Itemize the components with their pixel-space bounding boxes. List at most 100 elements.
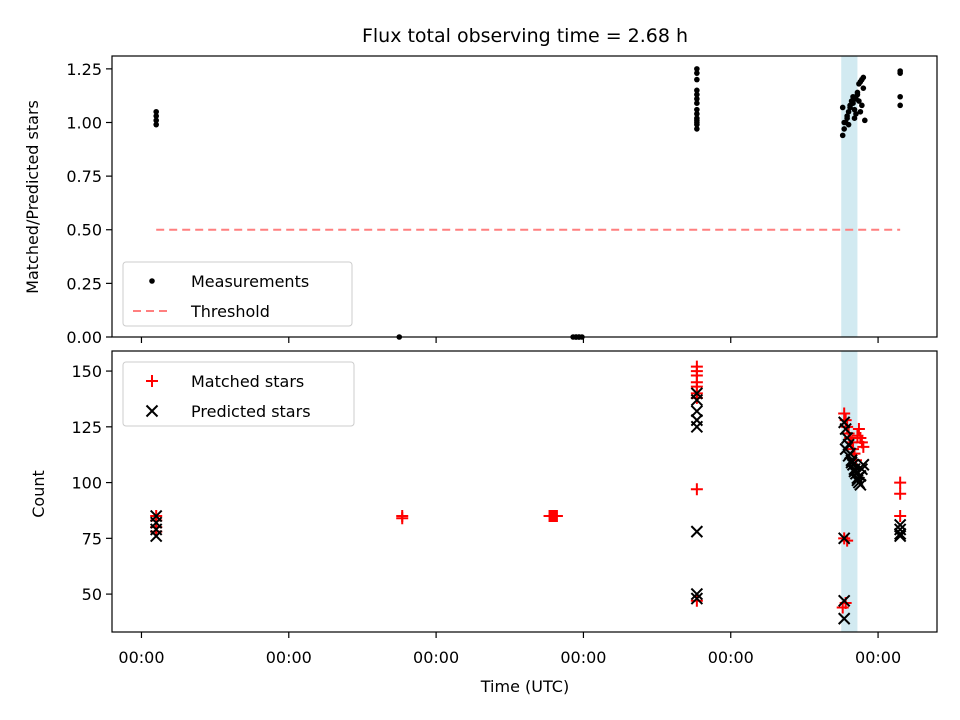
data-point (694, 119, 700, 126)
legend-label: Matched stars (191, 372, 304, 391)
legend-marker (145, 404, 159, 418)
data-point (860, 85, 867, 91)
data-point (893, 527, 907, 541)
x-tick-label: 00:00 (708, 648, 754, 667)
data-point (153, 117, 159, 124)
data-point (854, 478, 867, 492)
y-tick-label: 1.00 (66, 113, 102, 132)
data-point (690, 592, 704, 605)
data-point (857, 440, 870, 453)
data-point (894, 510, 907, 523)
data-point (396, 512, 409, 525)
series-measurements (153, 66, 903, 340)
data-point (690, 405, 704, 418)
data-point (839, 132, 846, 139)
y-tick-label: 0.00 (66, 328, 102, 347)
legend-label: Measurements (191, 272, 309, 291)
data-point (694, 100, 700, 106)
data-point (694, 111, 700, 117)
data-point (837, 594, 851, 607)
x-tick-label: 00:00 (266, 648, 312, 667)
data-point (853, 111, 859, 117)
data-point (862, 117, 868, 124)
top-y-axis-label: Matched/Predicted stars (23, 100, 42, 294)
legend-label: Threshold (190, 302, 270, 321)
legend-marker (149, 278, 155, 284)
y-tick-label: 100 (71, 474, 102, 493)
data-point (153, 121, 159, 128)
data-point (841, 119, 847, 126)
y-tick-label: 150 (71, 362, 102, 381)
y-tick-label: 0.75 (66, 167, 102, 186)
data-point (694, 126, 700, 132)
y-tick-label: 0.50 (66, 221, 102, 240)
data-point (153, 113, 159, 119)
data-point (893, 518, 907, 532)
data-point (149, 529, 163, 543)
data-point (897, 102, 903, 109)
data-point (690, 393, 704, 407)
data-point (837, 612, 851, 625)
x-tick-label: 00:00 (413, 648, 459, 667)
data-point (694, 91, 700, 98)
data-point (694, 87, 700, 94)
data-point (842, 449, 855, 463)
x-tick-label: 00:00 (118, 648, 164, 667)
y-tick-label: 125 (71, 418, 102, 437)
data-point (845, 108, 852, 115)
data-point (852, 423, 865, 436)
top-panel: 0.00 0.25 0.50 0.75 1.00 1.25 Measurements Thre… (66, 55, 938, 347)
chart-title: Flux total observing time = 2.68 h (362, 25, 688, 47)
legend-box (122, 261, 353, 327)
bottom-panel: 50 75 100 125 150 00:00 00:00 00:00 00:00 00:00 00… (71, 350, 938, 667)
data-point (856, 98, 862, 104)
data-point (845, 121, 852, 128)
axes-frame (111, 350, 938, 633)
data-point (690, 525, 704, 538)
series-predicted-stars (149, 387, 907, 625)
data-point (847, 104, 853, 111)
axes-frame (111, 55, 938, 338)
x-axis-label: Time (UTC) (480, 677, 569, 696)
data-point (550, 510, 563, 523)
legend-marker (146, 375, 158, 387)
data-point (860, 74, 867, 81)
data-point (839, 442, 852, 456)
data-point (690, 587, 704, 601)
data-point (850, 100, 856, 106)
y-tick-label: 1.25 (66, 60, 102, 79)
data-point (897, 70, 903, 76)
x-tick-label: 00:00 (560, 648, 606, 667)
data-point (844, 113, 850, 119)
shaded-span (841, 351, 858, 632)
data-point (897, 93, 903, 100)
y-tick-label: 50 (82, 585, 102, 604)
legend-box (122, 361, 355, 427)
x-tick-label: 00:00 (855, 648, 901, 667)
data-point (893, 529, 907, 543)
legend: Measurements Threshold (122, 261, 353, 327)
legend-label: Predicted stars (191, 402, 311, 421)
data-point (694, 66, 700, 72)
data-point (851, 429, 864, 442)
data-point (854, 89, 861, 96)
data-point (859, 102, 865, 109)
bottom-y-axis-label: Count (29, 470, 48, 518)
legend: Matched stars Predicted stars (122, 361, 355, 427)
data-point (694, 76, 700, 83)
data-point (851, 115, 858, 122)
data-point (690, 594, 703, 607)
data-point (857, 458, 870, 471)
data-point (837, 532, 851, 545)
data-point (841, 126, 847, 132)
data-point (690, 483, 703, 496)
data-point (153, 108, 159, 115)
data-point (694, 70, 700, 76)
data-point (839, 104, 846, 111)
y-tick-label: 0.25 (66, 274, 102, 293)
y-tick-label: 75 (82, 529, 102, 548)
data-point (694, 96, 700, 102)
data-point (851, 106, 858, 113)
